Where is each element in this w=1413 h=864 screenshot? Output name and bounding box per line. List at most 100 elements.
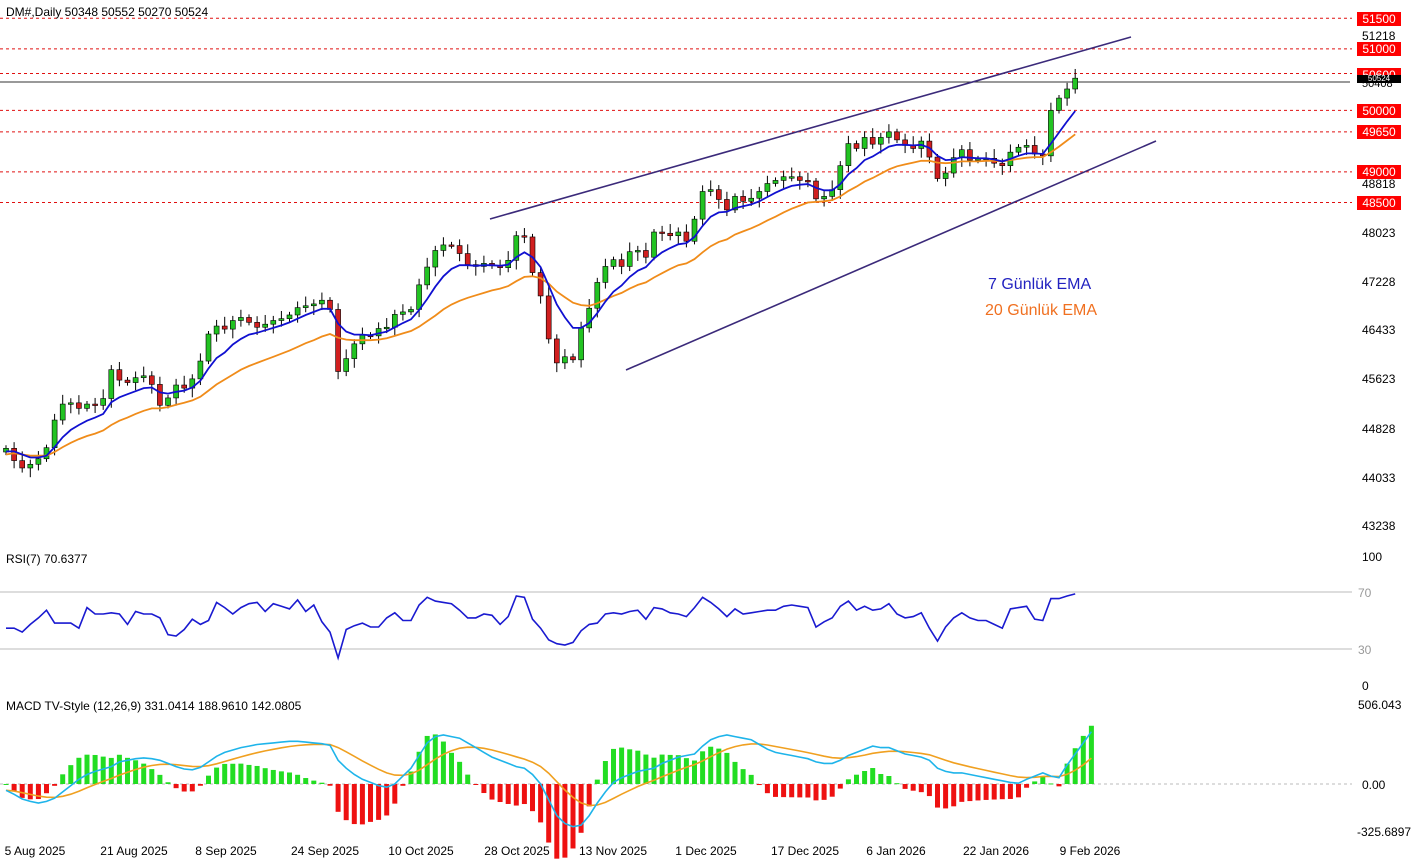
macd-histogram-bar <box>554 784 560 859</box>
candle-bull <box>424 266 431 286</box>
macd-histogram-bar <box>27 784 33 800</box>
x-tick: 9 Feb 2026 <box>1059 844 1121 858</box>
rsi-line <box>6 593 1076 661</box>
candle-bull <box>262 323 269 328</box>
macd-histogram-bar <box>651 757 657 784</box>
macd-tick: 0.00 <box>1362 778 1386 792</box>
candle-bull <box>602 266 609 283</box>
candle-bear <box>967 149 973 161</box>
candle-bull <box>877 137 884 145</box>
macd-histogram-bar <box>635 750 641 784</box>
candle-bull <box>391 314 398 328</box>
macd-histogram-bar <box>270 769 276 784</box>
price-tick: 44033 <box>1362 471 1396 485</box>
macd-histogram-bar <box>157 774 163 784</box>
candle-bear <box>999 162 1006 166</box>
macd-histogram-bar <box>214 767 220 784</box>
macd-histogram-bar <box>627 749 633 784</box>
candle-bull <box>942 172 949 179</box>
macd-histogram-bar <box>797 784 803 798</box>
candle-bear <box>464 253 471 265</box>
macd-histogram-bar <box>756 784 762 786</box>
candle-bull <box>1072 77 1078 90</box>
macd-histogram-bar <box>311 780 317 784</box>
ema7-line <box>6 110 1076 459</box>
candle-bull <box>562 356 568 364</box>
candle-bear <box>157 384 163 406</box>
candle-bull <box>59 403 66 421</box>
macd-histogram-bar <box>894 783 900 785</box>
candle-bull <box>35 458 42 465</box>
macd-histogram-bar <box>35 784 41 800</box>
macd-histogram-bar <box>602 761 608 784</box>
macd-histogram-bar <box>967 784 973 802</box>
candle-bull <box>748 197 755 202</box>
candle-bear <box>116 369 123 381</box>
candle-bear <box>246 317 252 323</box>
candle-bull <box>861 137 868 149</box>
macd-histogram-bar <box>562 784 568 858</box>
macd-histogram-bar <box>449 752 454 784</box>
macd-histogram-bar <box>84 754 90 784</box>
candle-bull <box>205 333 212 362</box>
macd-line <box>5 731 1093 828</box>
candle-bear <box>521 235 528 238</box>
macd-histogram-bar <box>667 754 673 784</box>
macd-histogram-bar <box>303 778 309 784</box>
macd-histogram-bar <box>1016 784 1021 798</box>
macd-histogram-bar <box>19 784 25 798</box>
macd-histogram-bar <box>724 752 730 784</box>
x-tick: 8 Sep 2025 <box>195 844 257 858</box>
rsi-tick: 30 <box>1358 643 1372 657</box>
candle-bear <box>869 137 876 145</box>
macd-histogram-bar <box>878 774 884 784</box>
candle-bear <box>894 131 900 141</box>
macd-histogram-bar <box>465 774 471 784</box>
macd-histogram-bar <box>700 751 706 784</box>
macd-histogram-bar <box>481 784 487 794</box>
macd-tick: -325.6897 <box>1357 825 1412 839</box>
candle-bull <box>294 307 301 316</box>
macd-histogram-bar <box>327 784 333 786</box>
candle-bull <box>68 402 74 405</box>
candle-bull <box>238 317 244 321</box>
macd-histogram-bar <box>76 757 82 784</box>
candle-bull <box>886 131 892 138</box>
macd-histogram-bar <box>805 784 811 798</box>
candle-bull <box>400 311 406 315</box>
candle-bear <box>853 143 860 149</box>
candle-bear <box>537 272 544 297</box>
candle-bull <box>732 196 738 211</box>
level-label: 49650 <box>1357 125 1401 139</box>
macd-histogram-bar <box>586 784 592 807</box>
macd-histogram-bar <box>287 772 292 784</box>
macd-histogram-bar <box>926 784 932 797</box>
macd-histogram-bar <box>748 774 754 784</box>
x-tick: 10 Oct 2025 <box>388 844 454 858</box>
macd-histogram-bar <box>975 784 981 801</box>
x-tick: 22 Jan 2026 <box>962 844 1030 858</box>
candle-bear <box>221 325 228 330</box>
macd-histogram-bar <box>1072 748 1078 784</box>
macd-histogram-bar <box>773 784 778 797</box>
macd-histogram-bar <box>230 763 236 784</box>
macd-histogram-bar <box>116 754 122 784</box>
channel-lower-line <box>625 140 1157 371</box>
macd-histogram-bar <box>570 784 576 849</box>
candle-bull <box>270 320 277 325</box>
macd-histogram-bar <box>1080 735 1086 784</box>
x-tick: 17 Dec 2025 <box>770 844 840 858</box>
macd-histogram-bar <box>44 784 49 794</box>
candle-bull <box>586 307 593 329</box>
macd-histogram-bar <box>513 784 519 806</box>
macd-histogram-bar <box>1056 784 1062 787</box>
candle-bull <box>610 259 617 267</box>
candle-bull <box>132 377 139 383</box>
macd-histogram-bar <box>108 757 114 784</box>
macd-histogram-bar <box>943 784 949 809</box>
x-tick: 5 Aug 2025 <box>4 844 66 858</box>
macd-histogram-bar <box>165 782 171 784</box>
candles <box>3 68 1078 478</box>
candle-bull <box>780 176 787 181</box>
macd-histogram-bar <box>400 784 406 786</box>
